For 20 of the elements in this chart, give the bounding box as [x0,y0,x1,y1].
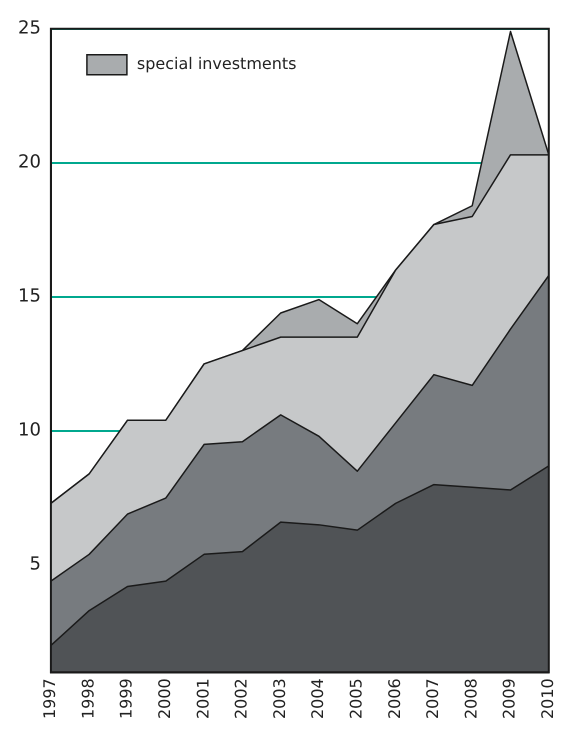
x-tick-label: 2004 [308,678,328,719]
x-tick-label: 1998 [78,678,98,719]
x-tick-label: 2005 [346,678,366,719]
x-tick-label: 2007 [423,678,442,719]
y-tick-label: 25 [18,17,41,38]
y-tick-label: 5 [29,554,41,575]
x-tick-label: 2008 [461,678,480,719]
x-tick-label: 2010 [538,678,557,719]
y-tick-label: 20 [18,152,41,173]
legend-label: special investments [136,54,297,73]
x-tick-label: 2006 [384,678,404,719]
x-tick-label: 2002 [232,678,251,719]
x-tick-label: 1997 [40,678,60,719]
x-tick-label: 2003 [270,678,289,719]
y-tick-label: 10 [18,420,41,441]
y-tick-label: 15 [18,286,41,307]
x-tick-label: 1999 [116,678,136,719]
x-tick-label: 2000 [154,678,174,719]
x-tick-label: 2001 [193,678,212,719]
x-tick-label: 2009 [500,678,519,719]
